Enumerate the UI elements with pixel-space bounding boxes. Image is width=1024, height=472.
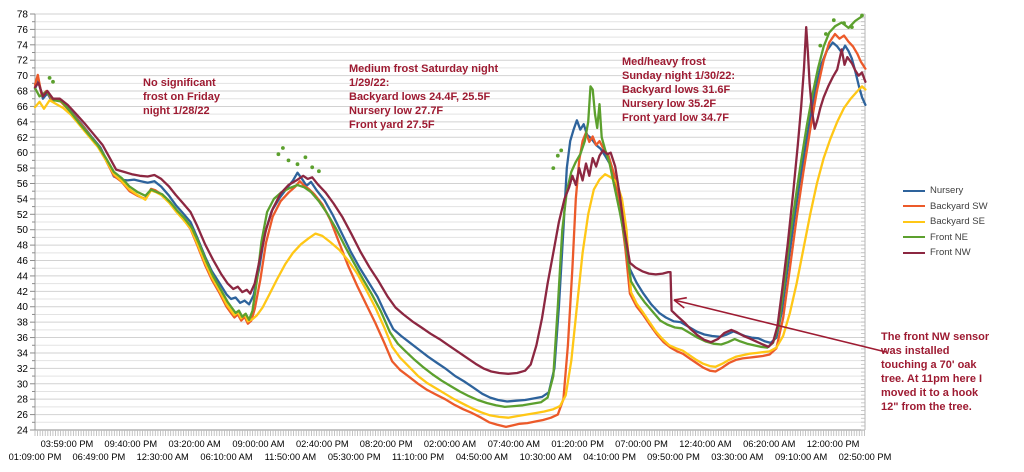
series-line-nursery bbox=[33, 41, 867, 403]
x-tick-label: 12:00:00 PM bbox=[807, 439, 860, 449]
y-tick-label: 34 bbox=[17, 348, 29, 359]
annotation-sunday-med-heavy-frost: Med/heavy frost Sunday night 1/30/22: Ba… bbox=[622, 56, 736, 124]
x-tick-label: 09:10:00 AM bbox=[775, 452, 827, 462]
y-tick-label: 68 bbox=[17, 87, 29, 98]
legend-label: Front NE bbox=[930, 231, 969, 243]
y-tick-label: 54 bbox=[17, 194, 29, 205]
y-tick-label: 64 bbox=[17, 117, 29, 128]
y-tick-label: 24 bbox=[17, 426, 29, 437]
x-tick-label: 08:20:00 PM bbox=[360, 439, 413, 449]
y-tick-label: 32 bbox=[17, 364, 29, 375]
x-tick-label: 09:40:00 PM bbox=[104, 439, 157, 449]
x-tick-label: 05:30:00 PM bbox=[328, 452, 381, 462]
y-tick-label: 62 bbox=[17, 133, 29, 144]
legend-label: Front NW bbox=[930, 247, 971, 259]
x-tick-label: 03:30:00 AM bbox=[711, 452, 763, 462]
y-tick-label: 46 bbox=[17, 256, 29, 267]
y-tick-label: 36 bbox=[17, 333, 29, 344]
legend-item-backyard-sw: Backyard SW bbox=[903, 199, 988, 215]
x-tick-label: 04:50:00 AM bbox=[456, 452, 508, 462]
backyard-se-line-swatch bbox=[903, 220, 925, 223]
x-tick-label: 09:00:00 AM bbox=[232, 439, 284, 449]
y-tick-label: 42 bbox=[17, 287, 29, 298]
nursery-line-swatch bbox=[903, 189, 925, 192]
annotation-saturday-medium-frost: Medium frost Saturday night 1/29/22: Bac… bbox=[349, 63, 499, 131]
x-tick-label: 12:40:00 AM bbox=[679, 439, 731, 449]
x-tick-label: 11:50:00 AM bbox=[265, 452, 317, 462]
x-tick-label: 02:50:00 PM bbox=[839, 452, 892, 462]
series-line-backyard-se bbox=[33, 85, 867, 419]
legend-item-backyard-se: Backyard SE bbox=[903, 214, 988, 230]
x-tick-label: 06:49:00 PM bbox=[72, 452, 125, 462]
chart-legend: Nursery Backyard SW Backyard SE Front NE… bbox=[903, 183, 988, 261]
series-line-front-ne bbox=[33, 15, 863, 409]
y-tick-label: 30 bbox=[17, 379, 29, 390]
x-tick-label: 12:30:00 AM bbox=[137, 452, 189, 462]
x-tick-label: 06:10:00 AM bbox=[200, 452, 252, 462]
x-tick-label: 01:09:00 PM bbox=[9, 452, 62, 462]
y-tick-label: 40 bbox=[17, 302, 29, 313]
annotation-sensor-note: The front NW sensor was installed touchi… bbox=[881, 331, 990, 413]
y-tick-label: 56 bbox=[17, 179, 29, 190]
x-tick-label: 07:00:00 PM bbox=[615, 439, 668, 449]
x-tick-label: 02:40:00 PM bbox=[296, 439, 349, 449]
legend-label: Backyard SE bbox=[930, 216, 985, 228]
legend-label: Backyard SW bbox=[930, 200, 988, 212]
x-tick-label: 11:10:00 PM bbox=[392, 452, 444, 462]
y-axis-labels: 24 26 28 30 32 34 36 38 40 42 44 46 48 50 52 54 56 58 60 62… bbox=[17, 10, 29, 437]
x-tick-label: 03:59:00 PM bbox=[41, 439, 94, 449]
series-line-front-ne-dots bbox=[47, 13, 864, 174]
x-tick-label: 02:00:00 AM bbox=[424, 439, 476, 449]
front-ne-line-swatch bbox=[903, 236, 925, 239]
y-tick-label: 76 bbox=[17, 25, 29, 36]
annotation-friday-no-frost: No significant frost on Friday night 1/2… bbox=[143, 77, 221, 117]
x-tick-label: 10:30:00 AM bbox=[520, 452, 572, 462]
y-tick-label: 60 bbox=[17, 148, 29, 159]
x-tick-label: 03:20:00 AM bbox=[169, 439, 221, 449]
y-tick-label: 58 bbox=[17, 164, 29, 175]
backyard-sw-line-swatch bbox=[903, 205, 925, 208]
series-line-front-nw bbox=[33, 25, 867, 375]
legend-item-nursery: Nursery bbox=[903, 183, 988, 199]
x-tick-label: 06:20:00 AM bbox=[743, 439, 795, 449]
y-tick-label: 66 bbox=[17, 102, 29, 113]
y-tick-label: 28 bbox=[17, 395, 29, 406]
legend-label: Nursery bbox=[930, 185, 964, 197]
y-tick-label: 44 bbox=[17, 271, 29, 282]
y-tick-label: 72 bbox=[17, 56, 29, 67]
y-tick-label: 78 bbox=[17, 10, 29, 21]
legend-item-front-nw: Front NW bbox=[903, 245, 988, 261]
x-axis-labels: 01:09:00 PM 03:59:00 PM 06:49:00 PM 09:40:0… bbox=[9, 439, 892, 462]
x-tick-label: 01:20:00 PM bbox=[551, 439, 604, 449]
x-tick-label: 04:10:00 PM bbox=[583, 452, 636, 462]
legend-item-front-ne: Front NE bbox=[903, 230, 988, 246]
annotation-arrow bbox=[673, 296, 887, 353]
front-nw-line-swatch bbox=[903, 251, 925, 254]
axes bbox=[30, 13, 866, 436]
y-tick-label: 48 bbox=[17, 241, 29, 252]
y-tick-label: 70 bbox=[17, 71, 29, 82]
y-tick-label: 26 bbox=[17, 410, 29, 421]
y-tick-label: 52 bbox=[17, 210, 29, 221]
y-tick-label: 50 bbox=[17, 225, 29, 236]
gridlines bbox=[35, 13, 865, 431]
y-tick-label: 74 bbox=[17, 40, 29, 51]
x-tick-label: 09:50:00 PM bbox=[647, 452, 700, 462]
x-tick-label: 07:40:00 AM bbox=[488, 439, 540, 449]
y-tick-label: 38 bbox=[17, 318, 29, 329]
